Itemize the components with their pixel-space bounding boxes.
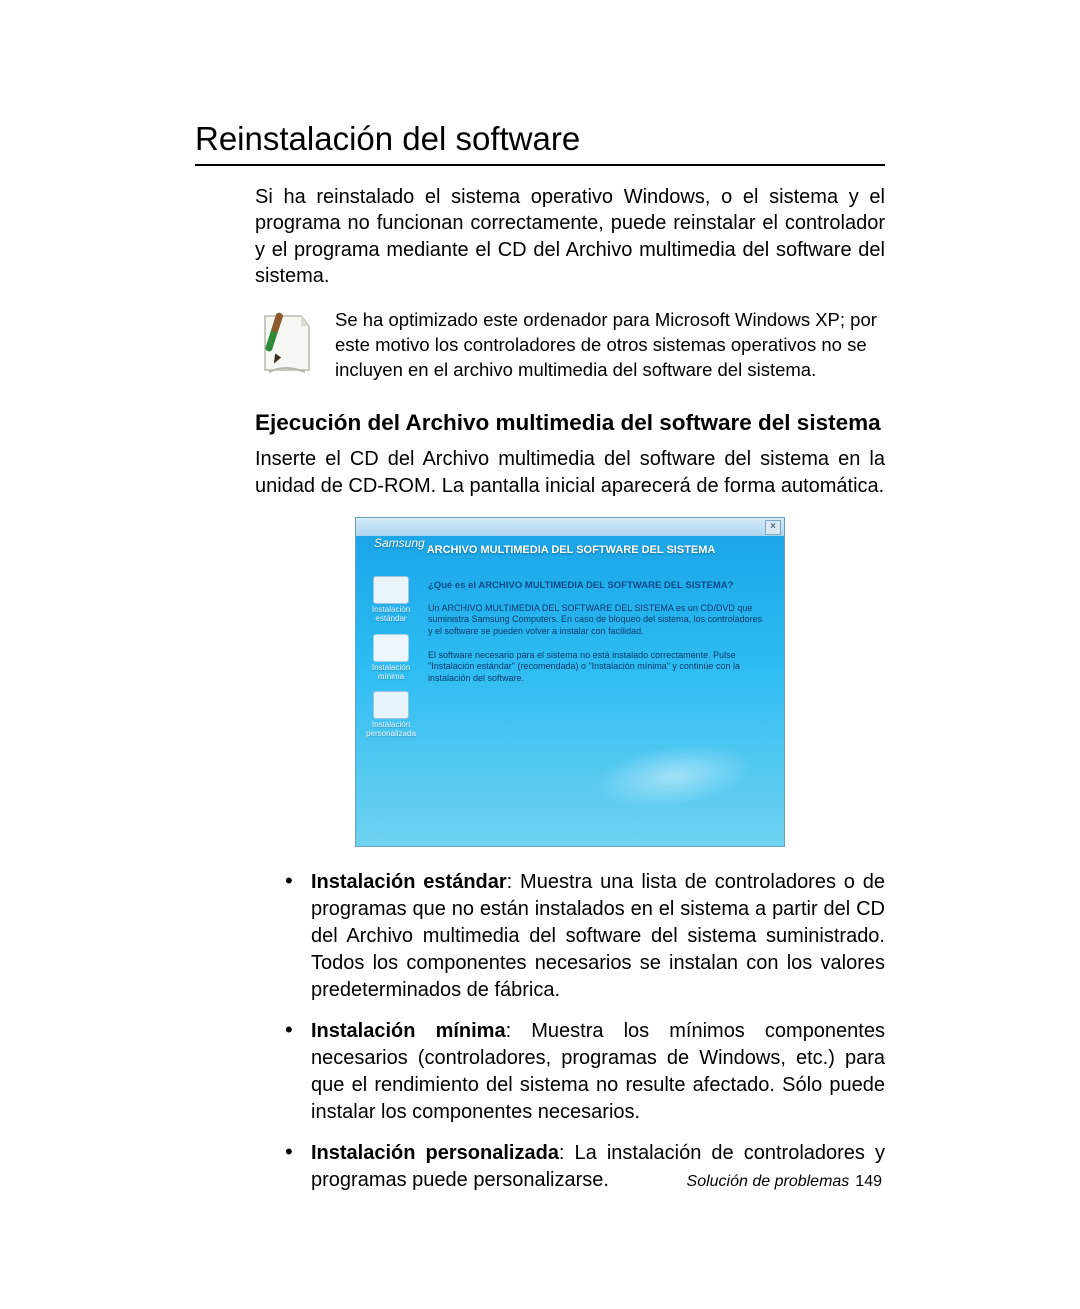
installer-body: Instalación estándar Instalación mínima … — [356, 570, 784, 846]
note-icon — [255, 308, 317, 378]
sidebar-item-minimal[interactable]: Instalación mínima — [359, 634, 423, 682]
close-icon[interactable]: × — [765, 520, 781, 535]
sidebar-label: Instalación estándar — [359, 606, 423, 624]
section-intro: Inserte el CD del Archivo multimedia del… — [255, 446, 885, 499]
installer-screenshot: × SamsungARCHIVO MULTIMEDIA DEL SOFTWARE… — [355, 517, 785, 847]
intro-paragraph: Si ha reinstalado el sistema operativo W… — [255, 184, 885, 290]
minimal-install-icon — [373, 634, 409, 662]
option-label: Instalación mínima — [311, 1020, 506, 1042]
installer-header: SamsungARCHIVO MULTIMEDIA DEL SOFTWARE D… — [356, 536, 784, 570]
footer-section-label: Solución de problemas — [687, 1173, 850, 1190]
installer-sidebar: Instalación estándar Instalación mínima … — [356, 570, 426, 846]
sidebar-item-custom[interactable]: Instalación personalizada — [359, 691, 423, 739]
page-number: 149 — [855, 1173, 882, 1190]
installer-para-2: El software necesario para el sistema no… — [428, 650, 768, 685]
install-options-list: Instalación estándar: Muestra una lista … — [285, 869, 885, 1194]
figure-wrap: × SamsungARCHIVO MULTIMEDIA DEL SOFTWARE… — [255, 517, 885, 847]
installer-para-1: Un ARCHIVO MULTIMEDIA DEL SOFTWARE DEL S… — [428, 603, 768, 638]
document-page: Reinstalación del software Si ha reinsta… — [0, 0, 1080, 1309]
page-title: Reinstalación del software — [195, 120, 885, 158]
body-content: Si ha reinstalado el sistema operativo W… — [255, 184, 885, 1194]
installer-main: ¿Qué es el ARCHIVO MULTIMEDIA DEL SOFTWA… — [426, 570, 784, 846]
page-footer: Solución de problemas 149 — [687, 1173, 882, 1191]
standard-install-icon — [373, 576, 409, 604]
installer-title: ARCHIVO MULTIMEDIA DEL SOFTWARE DEL SIST… — [427, 544, 716, 556]
sidebar-label: Instalación personalizada — [359, 721, 423, 739]
list-item: Instalación estándar: Muestra una lista … — [285, 869, 885, 1004]
custom-install-icon — [373, 691, 409, 719]
list-item: Instalación mínima: Muestra los mínimos … — [285, 1018, 885, 1126]
window-titlebar: × — [356, 518, 784, 536]
brand-label: Samsung — [374, 536, 425, 550]
note-text: Se ha optimizado este ordenador para Mic… — [335, 308, 885, 383]
sidebar-item-standard[interactable]: Instalación estándar — [359, 576, 423, 624]
option-label: Instalación estándar — [311, 871, 507, 893]
section-heading: Ejecución del Archivo multimedia del sof… — [255, 410, 885, 436]
option-label: Instalación personalizada — [311, 1142, 559, 1164]
title-rule — [195, 164, 885, 166]
installer-question: ¿Qué es el ARCHIVO MULTIMEDIA DEL SOFTWA… — [428, 580, 768, 592]
note-block: Se ha optimizado este ordenador para Mic… — [255, 308, 885, 383]
sidebar-label: Instalación mínima — [359, 664, 423, 682]
